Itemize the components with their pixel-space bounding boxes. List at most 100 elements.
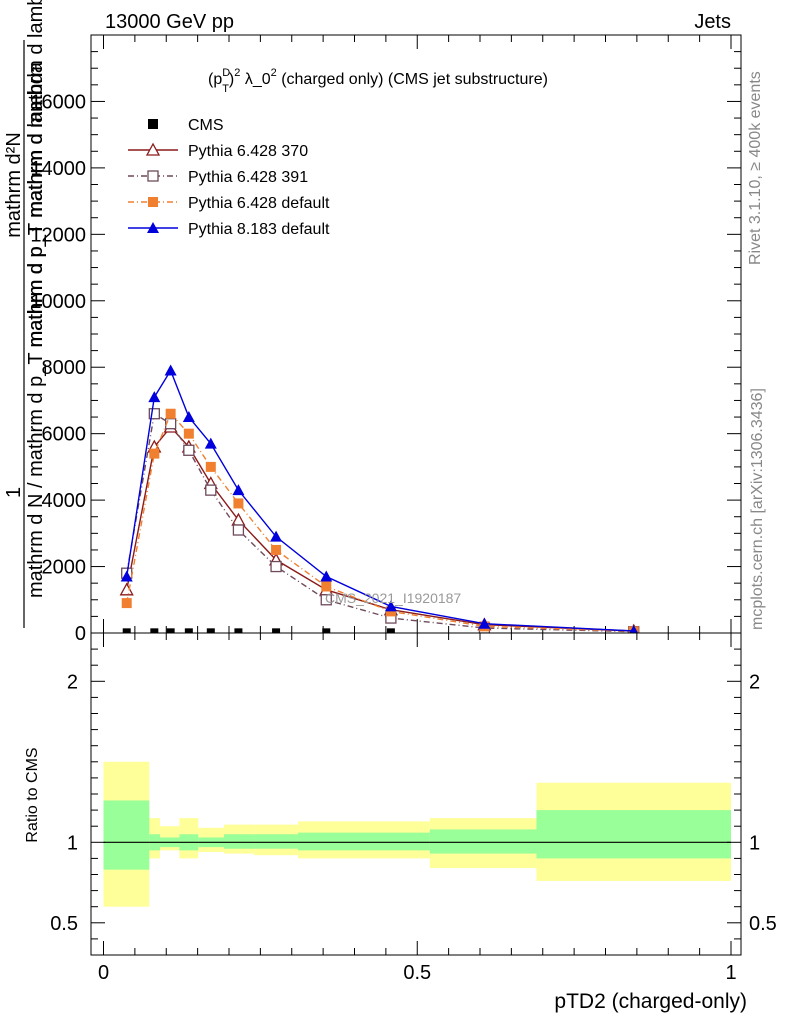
ratio-x-tick-label: 1 [725,962,736,984]
legend-marker [147,222,159,233]
data-point [166,628,175,633]
main-y-tick-label: 2000 [42,557,87,579]
ylabel-numerator: mathrm d²N [3,132,25,238]
ylabel-full: mathrm d N / mathrm d p_T mathrm d p_T m… [25,61,47,598]
ratio-y-tick-label-right: 2 [749,671,760,693]
data-point [478,617,491,629]
data-point [272,628,281,633]
data-point [183,444,195,456]
ratio-bands [103,761,731,907]
data-point [119,582,134,596]
ratio-x-tick-label: 0.5 [403,962,431,984]
title-sup-d: D [222,67,230,79]
ylabel-prefix: 1 [3,487,25,498]
legend-marker [148,119,158,129]
data-point [149,448,160,459]
series-0 [122,628,395,633]
data-point [322,628,331,633]
data-point [148,408,160,420]
data-point [122,628,131,633]
data-point [204,437,217,449]
main-y-tick-label: 12000 [30,224,86,246]
main-plot-area [119,364,640,633]
ratio-y-tick-label-right: 1 [749,832,760,854]
data-point [165,408,176,419]
ratio-y-label: Ratio to CMS [24,747,41,842]
main-panel: 0 2000 4000 6000 8000 10000 12000 14000 16000 [30,34,741,645]
legend-marker [147,170,159,182]
ratio-panel: 0 0.5 1 0.5 0.5 1 1 2 2 [50,633,777,984]
main-y-tick-label: 10000 [30,291,86,313]
data-point [233,498,244,509]
header-jets: Jets [694,11,731,33]
ratio-y-tick-label-right: 0.5 [749,913,777,935]
mcplots-label: mcplots.cern.ch [arXiv:1306.3436] [749,388,766,630]
title-sup2: 2 [234,67,240,79]
title-base: (p [208,71,222,88]
title-mid: λ_0 [240,71,270,88]
main-y-tick-label: 0 [75,623,86,645]
data-point [271,544,282,555]
legend-label: Pythia 6.428 391 [188,169,308,186]
data-point [164,364,177,376]
main-y-tick-label: 6000 [42,424,87,446]
data-point [320,570,333,582]
ratio-band-inner [103,800,150,870]
data-point [121,598,132,609]
data-point [206,628,215,633]
main-y-tick-label: 14000 [30,158,86,180]
series-4 [120,364,639,633]
ratio-frame [90,632,742,956]
data-point [232,484,245,496]
data-point [182,411,195,423]
ratio-y-tick-label-left: 1 [67,832,78,854]
data-point [184,628,193,633]
x-axis-label: pTD2 (charged-only) [554,990,747,1013]
title-sub-t: T [222,83,229,95]
legend-label: Pythia 6.428 370 [188,143,308,160]
ylabel-denominator: mathrm d p_T mathrm d mathrm d lambda [25,0,47,348]
data-point [183,428,194,439]
ratio-band-inner [354,832,430,851]
main-y-tick-label: 8000 [42,357,87,379]
main-y-tick-label: 4000 [42,490,87,512]
data-point [320,594,332,606]
legend-marker [145,142,161,156]
data-point [150,628,159,633]
ratio-band-inner [298,832,355,851]
ratio-band-inner [429,829,537,854]
analysis-watermark: CMS_2021_I1920187 [325,590,461,606]
title-sup2b: 2 [271,67,277,79]
data-point [384,600,397,612]
ratio-band-inner [223,834,255,849]
title-rest: (charged only) (CMS jet substructure) [277,71,548,88]
plot-title: (pD T)2 λ_02 (charged only) (CMS jet subs… [208,67,548,95]
data-point [148,391,161,403]
data-point [629,625,639,633]
legend: CMS Pythia 6.428 370 Pythia 6.428 391 Pythi… [128,117,330,238]
data-point [205,484,217,496]
data-point [205,461,216,472]
ratio-band-inner [536,810,731,859]
ratio-x-tick-label: 0 [98,962,109,984]
data-point [321,581,332,592]
ratio-y-tick-label-left: 2 [67,671,78,693]
main-y-axis-label: 1 mathrm d N / mathrm d p_T mathrm d p_T… [3,0,47,628]
rivet-label: Rivet 3.1.10, ≥ 400k events [747,71,764,265]
data-point [234,628,243,633]
legend-label: Pythia 6.428 default [188,195,330,212]
title-close: ) [229,71,234,88]
data-point [270,530,283,542]
data-point [270,560,282,573]
data-point [232,524,245,536]
ratio-band-inner [254,834,299,849]
header-energy: 13000 GeV pp [105,11,234,33]
main-y-tick-label: 16000 [30,91,86,113]
legend-label: Pythia 8.183 default [188,221,330,238]
data-point [120,570,133,582]
data-point [386,628,395,633]
legend-label: CMS [188,117,224,134]
legend-marker [148,197,158,207]
ratio-y-tick-label-left: 0.5 [50,913,78,935]
